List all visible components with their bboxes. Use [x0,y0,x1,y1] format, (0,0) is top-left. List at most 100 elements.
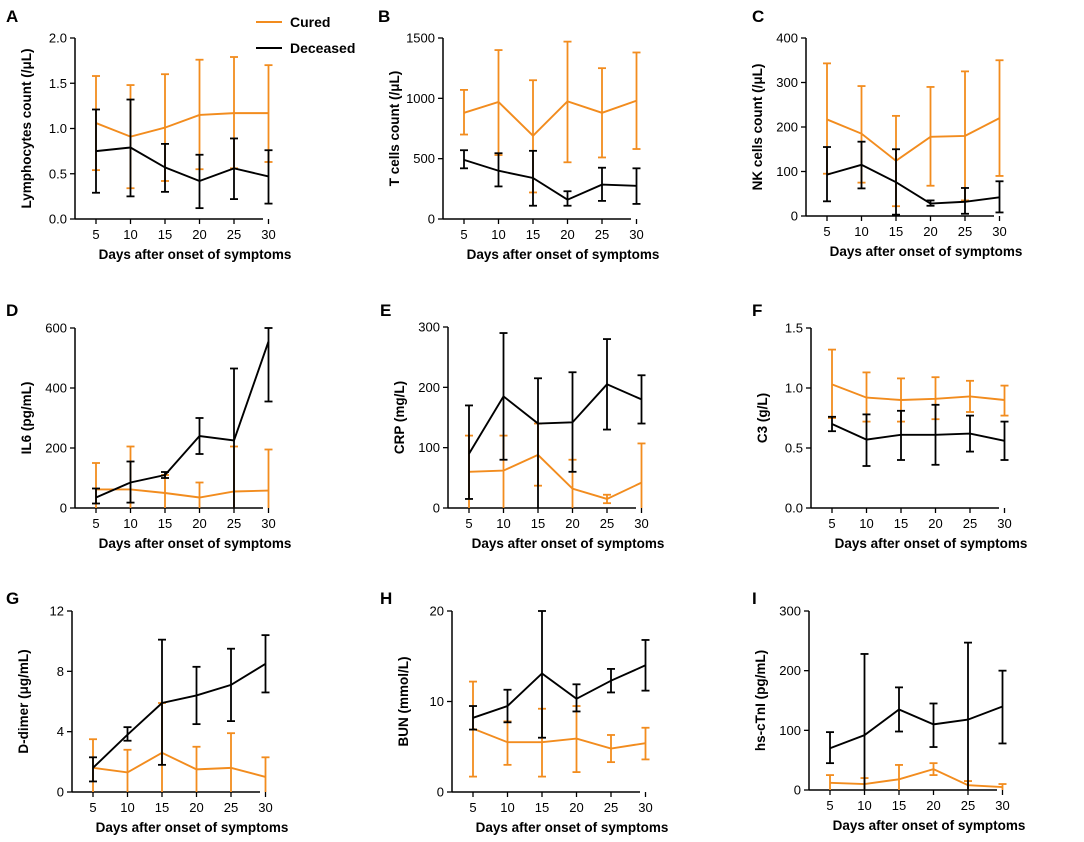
x-axis-label: Days after onset of symptoms [830,244,1023,259]
x-tick-label: 5 [460,227,467,242]
series-cured [460,40,641,194]
series-line [826,163,1000,205]
x-tick-label: 20 [189,800,203,815]
series-deceased [92,98,273,210]
x-tick-label: 20 [565,516,579,531]
y-tick-label: 1000 [406,91,435,106]
y-tick-label: 10 [430,694,444,709]
x-tick-label: 5 [826,798,833,813]
series-line [468,453,642,500]
y-axis-label: BUN (mmol/L) [396,657,411,747]
x-axis-label: Days after onset of symptoms [99,247,292,262]
y-tick-label: 2.0 [49,31,67,46]
y-tick-label: 200 [45,441,67,456]
x-tick-label: 30 [997,516,1011,531]
panel-letter: C [752,7,764,26]
x-tick-label: 10 [491,227,505,242]
series-deceased [826,641,1007,790]
x-tick-label: 10 [120,800,134,815]
legend-label-deceased: Deceased [290,40,355,56]
x-axis-label: Days after onset of symptoms [835,536,1028,551]
series-line [95,341,270,499]
series-cured [89,702,270,792]
x-tick-label: 10 [123,227,137,242]
y-tick-label: 600 [45,321,67,336]
y-axis-label: C3 (g/L) [755,393,770,443]
x-tick-label: 15 [158,516,172,531]
x-tick-label: 15 [892,798,906,813]
panel-g: G 0 4 8 12 5 10 15 20 25 30 Days after onset of sym… [6,589,288,835]
y-axis-label: NK cells count (/μL) [750,64,765,191]
series-cured [823,59,1004,208]
y-tick-label: 200 [776,120,798,135]
x-tick-label: 5 [828,516,835,531]
x-tick-label: 30 [992,224,1006,239]
series-line [829,705,1003,750]
x-tick-label: 25 [227,516,241,531]
x-tick-label: 15 [526,227,540,242]
series-line [826,117,1000,163]
y-tick-label: 1500 [406,31,435,46]
x-axis-label: Days after onset of symptoms [467,247,660,262]
y-tick-label: 400 [45,381,67,396]
x-tick-label: 15 [535,800,549,815]
x-tick-label: 25 [961,798,975,813]
panel-letter: E [380,301,391,320]
series-line [96,488,269,499]
y-tick-label: 8 [57,664,64,679]
x-axis-label: Days after onset of symptoms [833,818,1026,833]
series-line [95,146,269,183]
y-axis-label: IL6 (pg/mL) [19,382,34,455]
x-tick-label: 20 [923,224,937,239]
panel-letter: A [6,7,18,26]
x-tick-label: 20 [192,227,206,242]
x-tick-label: 15 [158,227,172,242]
y-tick-label: 0.0 [785,501,803,516]
x-tick-label: 25 [224,800,238,815]
x-tick-label: 20 [192,516,206,531]
legend: Cured Deceased [256,14,355,56]
panel-letter: H [380,589,392,608]
y-tick-label: 1.0 [785,381,803,396]
x-tick-label: 10 [854,224,868,239]
x-tick-label: 5 [469,800,476,815]
series-line [829,768,1003,788]
panel-letter: D [6,301,18,320]
y-axis-label: T cells count (/μL) [387,71,402,187]
y-tick-label: 100 [776,164,798,179]
legend-label-cured: Cured [290,14,330,30]
y-tick-label: 500 [413,151,435,166]
series-cured [92,445,273,508]
y-tick-label: 0 [437,785,444,800]
x-tick-label: 30 [629,227,643,242]
series-deceased [823,140,1004,216]
series-line [831,423,1005,442]
series-cured [465,422,646,508]
y-axis-label: Lymphocytes count (/μL) [19,48,34,208]
series-deceased [92,327,273,508]
x-tick-label: 10 [496,516,510,531]
y-tick-label: 0 [791,209,798,224]
panel-c: C 0 100 200 300 400 5 10 15 20 25 30 Days after onse… [750,7,1022,259]
y-tick-label: 0.0 [49,212,67,227]
x-tick-label: 10 [123,516,137,531]
series-line [472,727,646,750]
x-tick-label: 5 [465,516,472,531]
x-axis-label: Days after onset of symptoms [476,820,669,835]
y-tick-label: 1.5 [49,76,67,91]
x-tick-label: 15 [894,516,908,531]
y-tick-label: 400 [776,31,798,46]
panel-letter: F [752,301,762,320]
x-tick-label: 20 [928,516,942,531]
panel-letter: G [6,589,19,608]
series-cured [92,56,273,190]
x-tick-label: 5 [92,227,99,242]
x-tick-label: 15 [155,800,169,815]
y-tick-label: 200 [779,663,801,678]
series-deceased [465,332,646,508]
x-axis-label: Days after onset of symptoms [472,536,665,551]
x-tick-label: 30 [638,800,652,815]
x-tick-label: 10 [500,800,514,815]
x-tick-label: 5 [89,800,96,815]
series-line [463,99,637,138]
